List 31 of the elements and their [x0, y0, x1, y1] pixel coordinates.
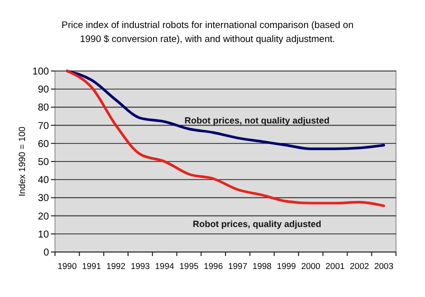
x-tick-label: 1999	[276, 261, 296, 271]
x-tick-label: 2003	[374, 261, 394, 271]
x-tick-label: 2001	[326, 261, 345, 271]
y-tick-label: 70	[38, 120, 50, 132]
x-tick-label: 1993	[130, 261, 150, 271]
y-tick-label: 0	[43, 248, 50, 258]
y-tick-label: 80	[38, 102, 50, 114]
x-tick-label: 1992	[106, 261, 126, 271]
x-tick-label: 1998	[252, 261, 272, 271]
line-series	[66, 70, 386, 208]
x-tick-label: 1995	[179, 261, 199, 271]
y-tick-label: 100	[32, 66, 50, 78]
y-tick-label: 60	[38, 138, 50, 150]
y-tick-label: 30	[38, 193, 50, 204]
series-label: Robot prices, quality adjusted	[192, 218, 322, 229]
y-tick-label: 50	[38, 157, 50, 168]
y-tick-label: 20	[38, 211, 50, 222]
y-tick-label: 40	[38, 175, 50, 186]
line-series	[66, 70, 386, 150]
y-axis-title: Index 1990 = 100	[17, 126, 27, 196]
y-tick-label: 90	[38, 84, 50, 96]
x-tick-label: 2002	[350, 261, 370, 271]
y-tick-label: 10	[38, 229, 50, 240]
x-tick-label: 1996	[204, 261, 224, 271]
chart-title: Price index of industrial robots for international comparison (based on 1990 $ conversion rate), with and without quality adjustment.	[61, 20, 354, 45]
x-tick-label: 1990	[58, 261, 77, 271]
x-tick-label: 1997	[228, 261, 248, 271]
series-label: Robot prices, not quality adjusted	[184, 116, 330, 126]
x-tick-label: 1991	[82, 261, 102, 271]
x-tick-label: 1994	[155, 261, 174, 271]
x-tick-label: 2000	[301, 261, 321, 271]
